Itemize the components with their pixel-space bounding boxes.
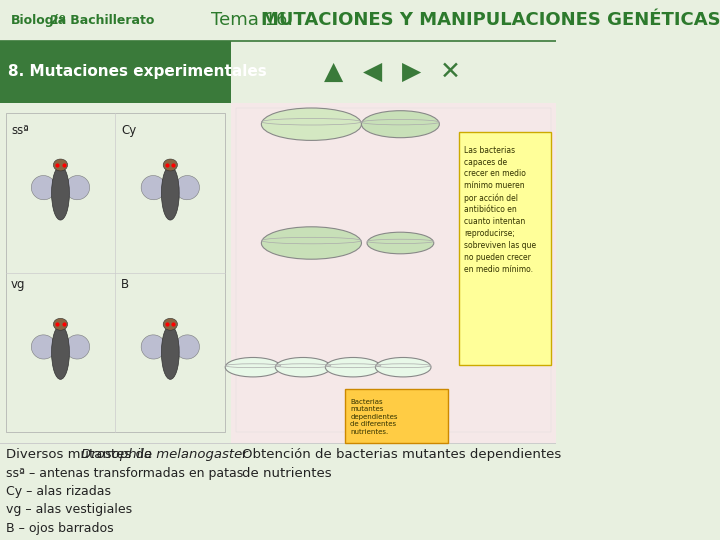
Ellipse shape (261, 227, 361, 259)
Text: de nutrientes: de nutrientes (242, 467, 331, 480)
Text: Las bacterias
capaces de
crecer en medio
mínimo mueren
por acción del
antibiótic: Las bacterias capaces de crecer en medio… (464, 146, 536, 273)
Text: ssª – antenas transformadas en patas: ssª – antenas transformadas en patas (6, 467, 243, 480)
Ellipse shape (375, 357, 431, 377)
Ellipse shape (65, 176, 90, 200)
Text: ssª: ssª (11, 124, 29, 137)
Ellipse shape (52, 325, 69, 379)
Ellipse shape (163, 319, 177, 330)
Ellipse shape (175, 335, 199, 359)
Ellipse shape (163, 159, 177, 171)
Ellipse shape (325, 357, 381, 377)
FancyBboxPatch shape (345, 389, 448, 443)
Text: MUTACIONES Y MANIPULACIONES GENÉTICAS: MUTACIONES Y MANIPULACIONES GENÉTICAS (261, 11, 720, 29)
Text: 8. Mutaciones experimentales: 8. Mutaciones experimentales (9, 64, 267, 79)
Ellipse shape (161, 166, 179, 220)
FancyBboxPatch shape (0, 443, 556, 540)
Text: B: B (121, 278, 129, 291)
Text: Cy: Cy (121, 124, 136, 137)
Text: vg: vg (11, 278, 26, 291)
Text: Tema 16.: Tema 16. (212, 11, 300, 29)
Text: Drosophila melanogaster: Drosophila melanogaster (81, 448, 248, 461)
FancyBboxPatch shape (0, 0, 556, 40)
Text: Cy – alas rizadas: Cy – alas rizadas (6, 485, 111, 498)
Text: Obtención de bacterias mutantes dependientes: Obtención de bacterias mutantes dependie… (242, 448, 561, 461)
FancyBboxPatch shape (6, 113, 225, 432)
Text: :: : (181, 448, 185, 461)
Ellipse shape (31, 176, 56, 200)
Text: ◀: ◀ (363, 59, 382, 84)
Text: vg – alas vestigiales: vg – alas vestigiales (6, 503, 132, 516)
FancyBboxPatch shape (459, 132, 551, 364)
Text: Diversos mutantes de: Diversos mutantes de (6, 448, 156, 461)
Ellipse shape (367, 232, 433, 254)
FancyBboxPatch shape (236, 108, 551, 432)
Text: Biología: Biología (11, 14, 68, 27)
Ellipse shape (141, 176, 166, 200)
FancyBboxPatch shape (0, 103, 231, 443)
Text: ▲: ▲ (324, 59, 343, 84)
FancyBboxPatch shape (231, 103, 556, 443)
Text: B – ojos barrados: B – ojos barrados (6, 522, 113, 535)
Ellipse shape (53, 159, 68, 171)
Ellipse shape (53, 319, 68, 330)
Ellipse shape (31, 335, 56, 359)
Ellipse shape (141, 335, 166, 359)
Text: ✕: ✕ (440, 59, 461, 84)
Ellipse shape (261, 108, 361, 140)
Ellipse shape (275, 357, 331, 377)
Ellipse shape (52, 166, 69, 220)
FancyBboxPatch shape (0, 40, 231, 103)
Text: 2º Bachillerato: 2º Bachillerato (50, 14, 154, 27)
Text: ▶: ▶ (402, 59, 421, 84)
Ellipse shape (65, 335, 90, 359)
Ellipse shape (175, 176, 199, 200)
Ellipse shape (225, 357, 281, 377)
Text: Bacterias
mutantes
dependientes
de diferentes
nutrientes.: Bacterias mutantes dependientes de difer… (351, 399, 398, 435)
Ellipse shape (361, 111, 439, 138)
Ellipse shape (161, 325, 179, 379)
